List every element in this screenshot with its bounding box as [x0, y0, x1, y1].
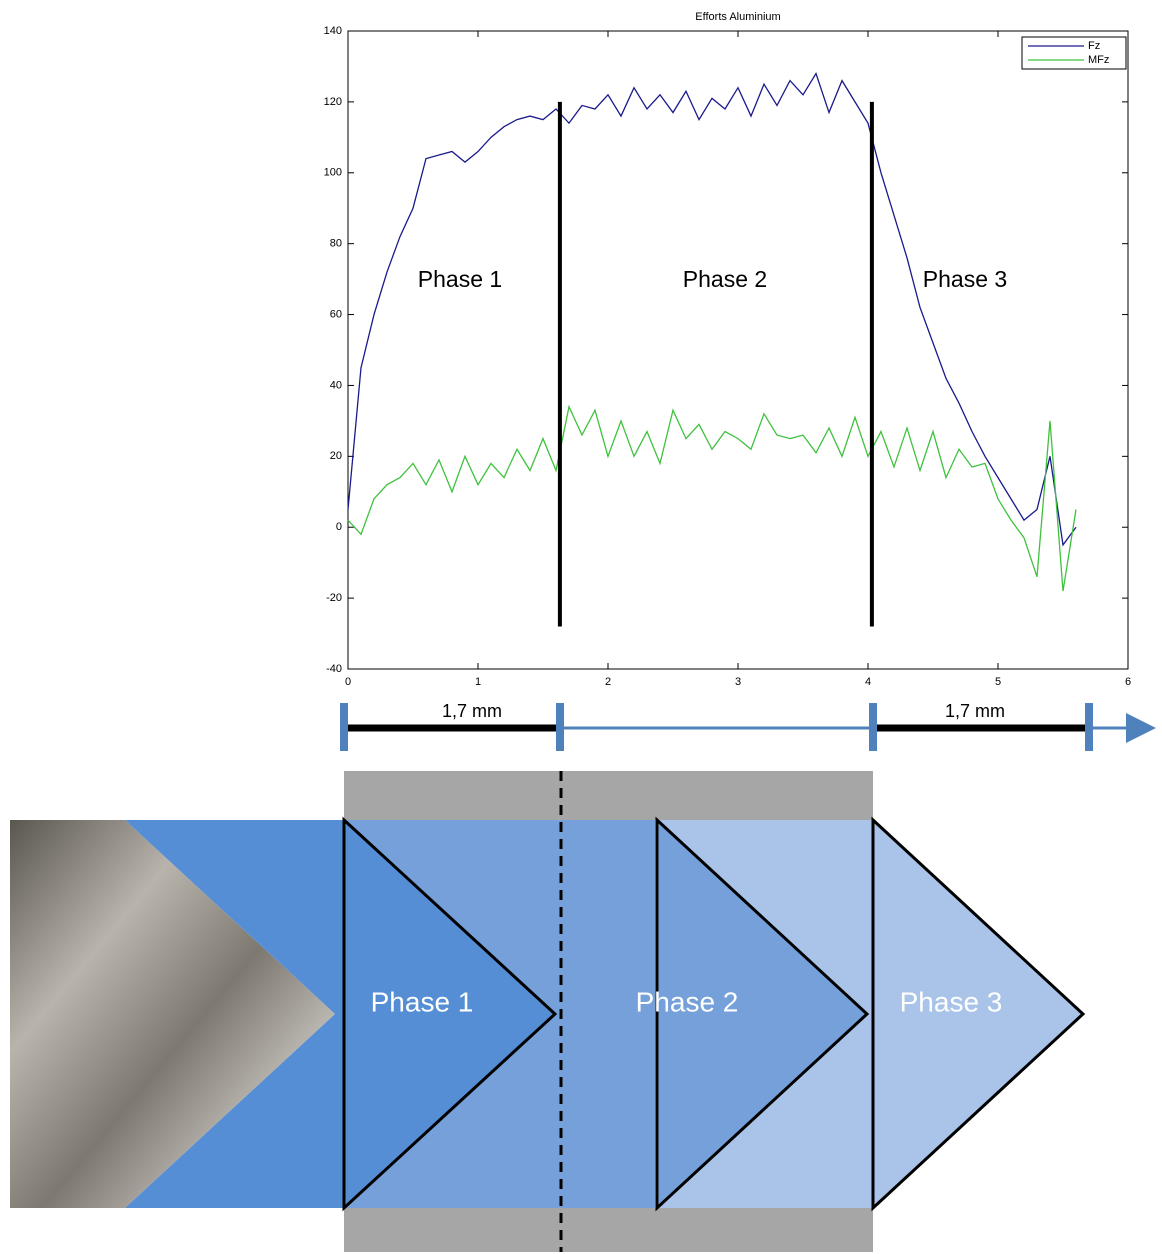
- y-tick-label: 20: [330, 450, 342, 462]
- x-tick-label: 2: [605, 676, 611, 688]
- ruler-tick: [1085, 703, 1093, 751]
- legend-label: Fz: [1088, 40, 1100, 52]
- ruler: 1,7 mm 1,7 mm: [340, 701, 1156, 751]
- x-tick-label: 5: [995, 676, 1001, 688]
- ruler-tick: [556, 703, 564, 751]
- phase-label: Phase 2: [636, 986, 739, 1017]
- plot-area: [347, 30, 1129, 670]
- x-tick-label: 3: [735, 676, 741, 688]
- series-line: [347, 404, 1077, 592]
- y-tick-label: 60: [330, 308, 342, 320]
- phase-chevron: [871, 816, 1086, 1212]
- x-tick-label: 1: [475, 676, 481, 688]
- y-tick-label: -40: [326, 663, 342, 675]
- ruler-tick: [869, 703, 877, 751]
- phase-chevron: [342, 816, 558, 1212]
- phase-annotation: Phase 3: [923, 266, 1007, 292]
- y-tick-label: 0: [336, 521, 342, 533]
- x-tick-label: 0: [345, 676, 351, 688]
- tool-shape: [125, 820, 344, 1208]
- ruler-tick: [340, 703, 348, 751]
- phase-annotation: Phase 1: [418, 266, 502, 292]
- series-line: [347, 72, 1077, 547]
- ruler-label: 1,7 mm: [442, 701, 502, 721]
- y-tick-label: 140: [324, 25, 342, 37]
- ruler-label: 1,7 mm: [945, 701, 1005, 721]
- x-tick-label: 6: [1125, 676, 1131, 688]
- drill-photo: [10, 820, 335, 1208]
- phase-diagram: Phase 1 Phase 2 Phase 3: [10, 771, 1086, 1252]
- x-tick-label: 4: [865, 676, 871, 688]
- legend-label: MFz: [1088, 54, 1109, 66]
- chart-title: Efforts Aluminium: [695, 11, 780, 23]
- phase-label: Phase 1: [371, 986, 474, 1017]
- y-tick-label: 100: [324, 167, 342, 179]
- phase-label: Phase 3: [900, 986, 1003, 1017]
- legend-box: [1021, 36, 1127, 70]
- y-tick-label: -20: [326, 592, 342, 604]
- y-tick-label: 40: [330, 379, 342, 391]
- phase-annotation: Phase 2: [683, 266, 767, 292]
- y-tick-label: 120: [324, 96, 342, 108]
- phase-chevron: [655, 816, 870, 1212]
- y-tick-label: 80: [330, 238, 342, 250]
